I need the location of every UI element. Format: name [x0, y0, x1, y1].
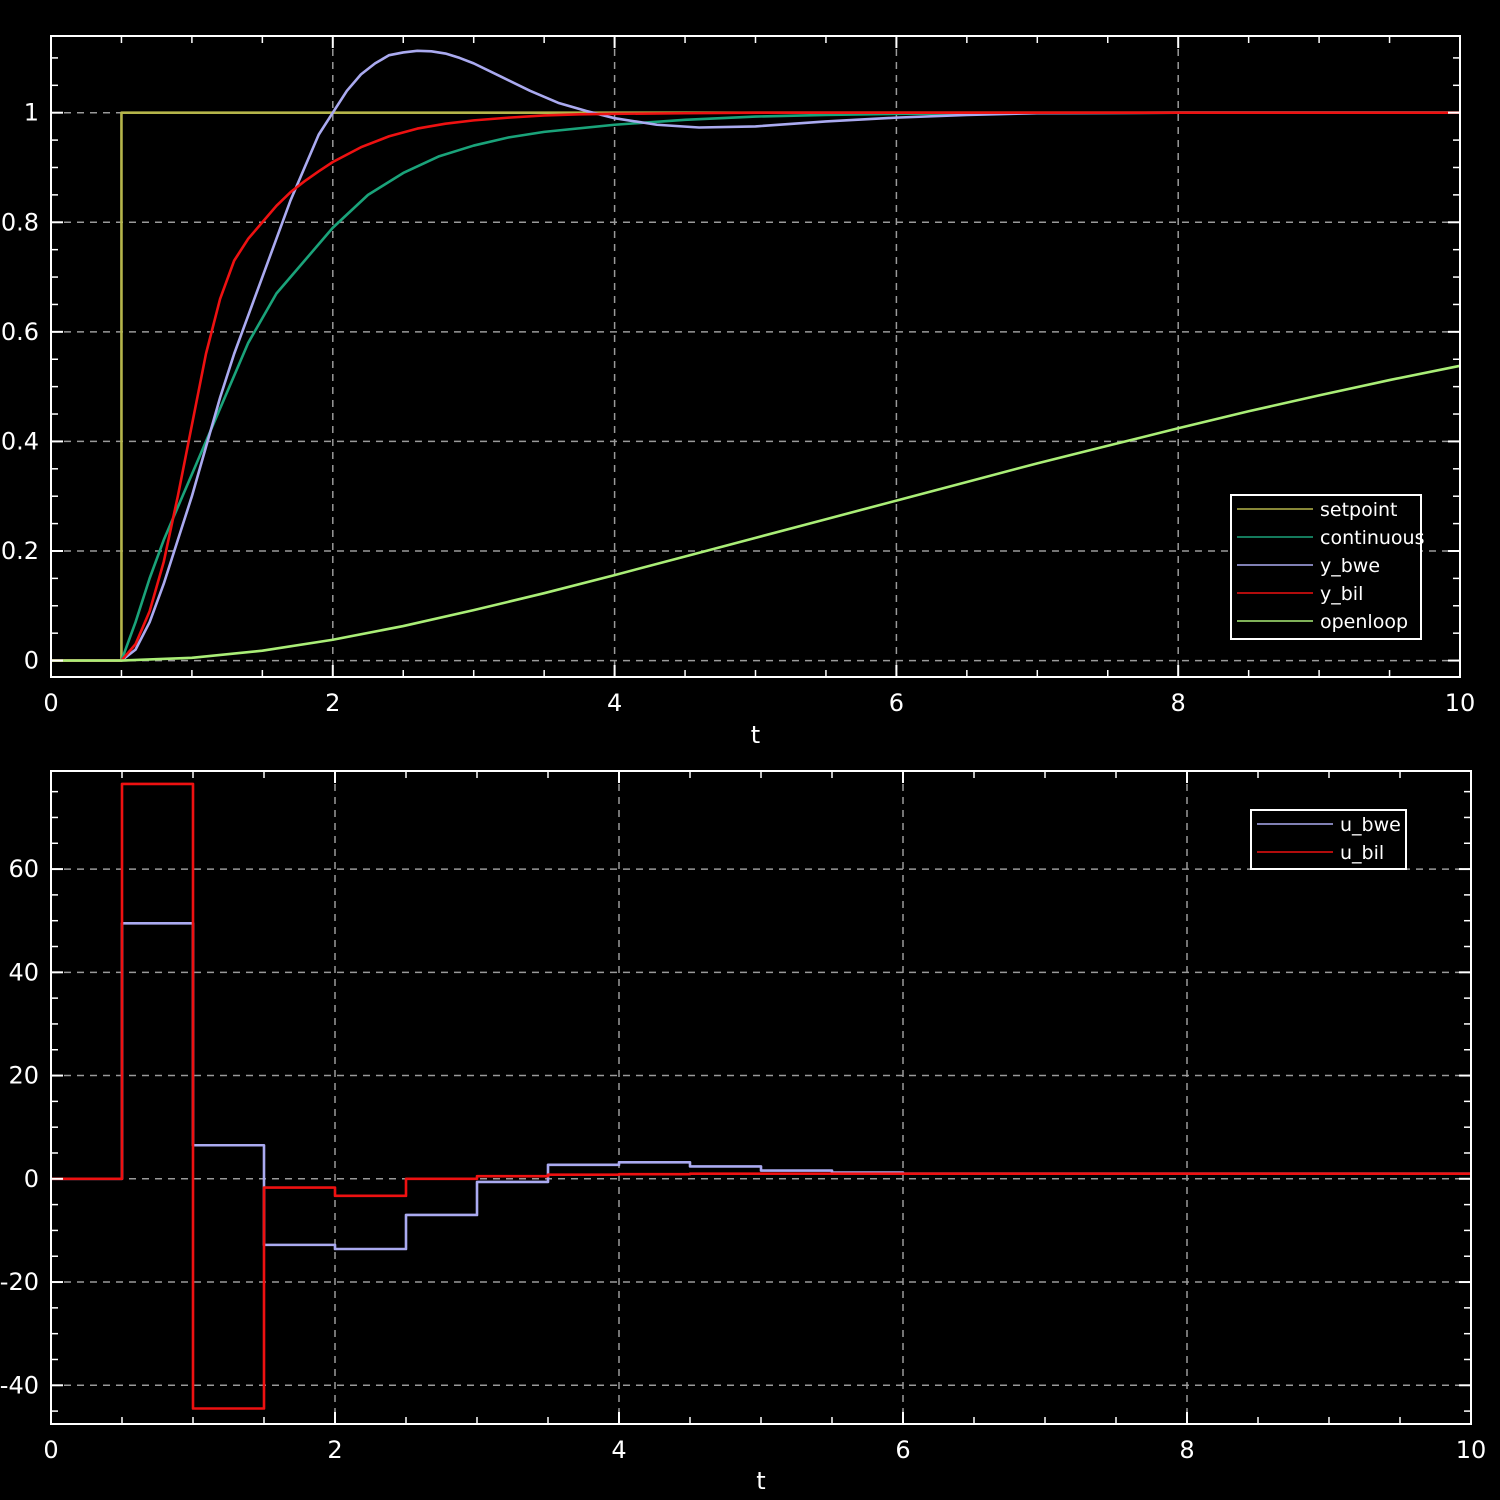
lower-series — [51, 782, 1471, 1410]
upper-legend-label: setpoint — [1320, 499, 1398, 521]
upper-y-tick-label: 0.2 — [1, 537, 39, 565]
upper-legend: setpoint continuous y_bwe y_bil openloop — [1230, 494, 1425, 640]
upper-legend-label: openloop — [1320, 611, 1408, 633]
lower-legend-box — [1250, 809, 1407, 870]
lower-series-u-bil-line — [51, 782, 1471, 1410]
upper-legend-label: continuous — [1320, 527, 1425, 549]
upper-legend-label: y_bil — [1320, 583, 1363, 605]
upper-x-tick-label: 2 — [325, 689, 340, 717]
upper-y-tick-label: 1 — [24, 99, 39, 127]
upper-y-tick-label: 0 — [24, 647, 39, 675]
lower-y-tick-label: -40 — [0, 1371, 39, 1399]
lower-x-tick-label: 0 — [43, 1436, 58, 1464]
lower-series-u-bwe-line — [51, 921, 1471, 1251]
upper-tick-labels: 0 2 4 6 8 10 0 0.2 0.4 0.6 0.8 1 — [1, 99, 1475, 717]
lower-x-tick-label: 6 — [895, 1436, 910, 1464]
lower-y-tick-label: 20 — [8, 1062, 39, 1090]
upper-legend-box — [1230, 494, 1422, 640]
upper-legend-label: y_bwe — [1320, 555, 1380, 577]
lower-plot: 0 2 4 6 8 10 -40 -20 0 20 40 60 t u_bwe u_bil — [0, 770, 1486, 1495]
lower-y-tick-label: -20 — [0, 1268, 39, 1296]
lower-x-tick-label: 8 — [1179, 1436, 1194, 1464]
upper-plot: 0 2 4 6 8 10 0 0.2 0.4 0.6 0.8 1 t setpoint continuo… — [1, 35, 1475, 749]
lower-legend: u_bwe u_bil — [1250, 809, 1407, 870]
lower-x-tick-label: 2 — [327, 1436, 342, 1464]
upper-y-tick-label: 0.8 — [1, 208, 39, 236]
lower-tick-labels: 0 2 4 6 8 10 -40 -20 0 20 40 60 — [0, 855, 1486, 1464]
upper-x-tick-label: 6 — [889, 689, 904, 717]
upper-x-tick-label: 0 — [43, 689, 58, 717]
upper-series — [51, 49, 1461, 662]
lower-x-axis-label: t — [756, 1467, 765, 1495]
upper-series-openloop-line — [51, 364, 1461, 662]
lower-legend-label: u_bwe — [1340, 814, 1401, 836]
upper-x-tick-label: 4 — [607, 689, 622, 717]
lower-ticks — [50, 771, 1472, 1424]
upper-y-tick-label: 0.4 — [1, 427, 39, 455]
upper-x-tick-label: 8 — [1171, 689, 1186, 717]
lower-x-tick-label: 4 — [611, 1436, 626, 1464]
upper-x-axis-label: t — [751, 721, 760, 749]
lower-y-tick-label: 40 — [8, 958, 39, 986]
lower-legend-label: u_bil — [1340, 842, 1384, 864]
lower-x-tick-label: 10 — [1456, 1436, 1487, 1464]
lower-y-tick-label: 0 — [24, 1165, 39, 1193]
lower-y-tick-label: 60 — [8, 855, 39, 883]
upper-series-y-bil-line — [51, 111, 1460, 662]
upper-series-y-bwe-line — [51, 49, 1460, 662]
upper-ticks — [50, 36, 1461, 677]
upper-y-tick-label: 0.6 — [1, 318, 39, 346]
upper-x-tick-label: 10 — [1445, 689, 1476, 717]
lower-grid — [51, 771, 1471, 1424]
